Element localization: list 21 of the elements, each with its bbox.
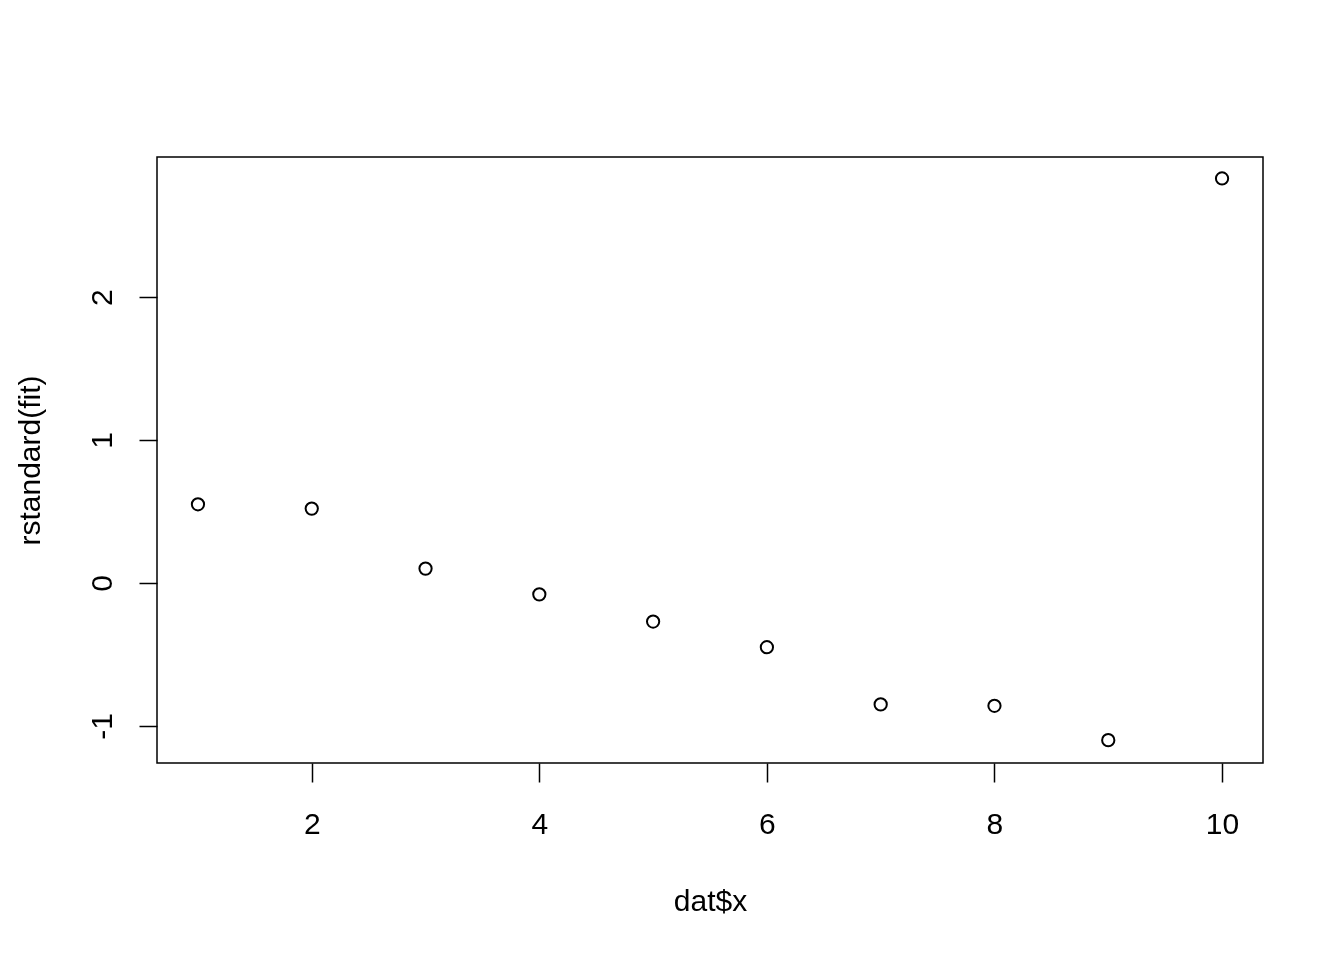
x-tick-label: 2 — [303, 806, 321, 840]
point — [987, 698, 1002, 713]
point — [304, 501, 319, 516]
point — [645, 614, 661, 629]
x-tick-label: 10 — [1205, 806, 1240, 840]
x-tick-label: 4 — [531, 806, 549, 840]
point — [1101, 733, 1116, 748]
x-tick-label: 6 — [759, 806, 776, 840]
point — [759, 640, 775, 655]
x-tick-label: 8 — [986, 806, 1004, 840]
y-tick-label: 2 — [84, 289, 118, 306]
point — [190, 497, 206, 512]
point — [532, 587, 547, 602]
point — [873, 697, 888, 712]
y-tick-label: -1 — [84, 713, 118, 740]
y-axis-title: rstandard(fit) — [12, 375, 46, 546]
y-tick-label: 0 — [84, 575, 118, 592]
y-tick-label: 1 — [84, 432, 118, 449]
point — [1214, 171, 1230, 186]
x-axis-title: dat$x — [673, 883, 748, 917]
point — [418, 561, 433, 576]
